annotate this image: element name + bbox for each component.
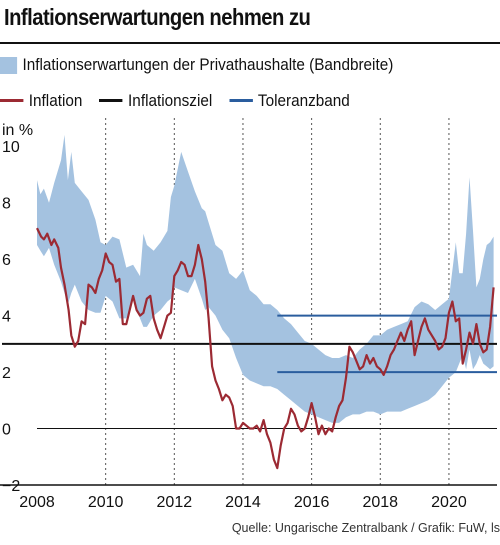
x-tick-label: 2012 bbox=[157, 494, 193, 511]
inflation-series-line bbox=[36, 227, 495, 470]
y-tick-label: −2 bbox=[2, 478, 20, 495]
legend-item-band: Inflationserwartungen der Privathaushalt… bbox=[0, 55, 393, 75]
chart-title: Inflationserwartungen nehmen zu bbox=[4, 4, 311, 30]
legend-row-1: Inflationserwartungen der Privathaushalt… bbox=[0, 55, 406, 79]
y-axis-unit-label: in % bbox=[2, 122, 33, 139]
y-tick-labels: 10 8 6 4 2 0 −2 bbox=[2, 139, 20, 495]
legend-item-target: Inflationsziel bbox=[99, 91, 212, 111]
legend-tolerance-swatch bbox=[229, 99, 253, 102]
source-credit: Quelle: Ungarische Zentralbank / Grafik:… bbox=[231, 521, 500, 535]
y-tick-label: 4 bbox=[2, 309, 11, 326]
y-tick-label: 10 bbox=[2, 139, 20, 156]
title-rule bbox=[0, 42, 500, 44]
x-tick-label: 2014 bbox=[225, 494, 261, 511]
x-tick-label: 2010 bbox=[88, 494, 124, 511]
x-tick-label: 2020 bbox=[431, 494, 467, 511]
x-tick-label: 2018 bbox=[362, 494, 398, 511]
legend-target-swatch bbox=[99, 99, 123, 102]
legend-inflation-swatch bbox=[0, 99, 24, 102]
y-tick-label: 8 bbox=[2, 196, 11, 213]
x-tick-label: 2008 bbox=[19, 494, 55, 511]
y-tick-label: 2 bbox=[2, 365, 11, 382]
legend-target-label: Inflationsziel bbox=[128, 90, 213, 110]
x-tick-labels: 2008 2010 2012 2014 2016 2018 2020 bbox=[19, 494, 467, 511]
legend-band-label: Inflationserwartungen der Privathaushalt… bbox=[22, 55, 394, 74]
legend-band-swatch bbox=[0, 56, 18, 74]
expectation-band-area bbox=[37, 134, 494, 423]
x-tick-label: 2016 bbox=[294, 494, 330, 511]
legend-item-tolerance: Toleranzband bbox=[229, 91, 350, 111]
legend-row-2: Inflation Inflationsziel Toleranzband bbox=[0, 87, 362, 111]
y-tick-label: 6 bbox=[2, 252, 11, 269]
legend-tolerance-label: Toleranzband bbox=[257, 90, 350, 110]
legend-inflation-label: Inflation bbox=[28, 90, 83, 110]
legend-item-inflation: Inflation bbox=[0, 91, 82, 111]
y-tick-label: 0 bbox=[2, 422, 11, 439]
